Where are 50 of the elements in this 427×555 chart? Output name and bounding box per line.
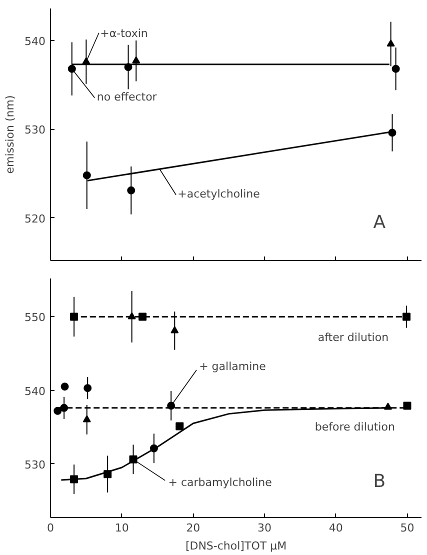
y-tick-label: 530 xyxy=(24,458,46,472)
annotation: no effector xyxy=(96,90,158,104)
point xyxy=(388,128,396,137)
point xyxy=(386,39,395,47)
annotation: + carbamylcholine xyxy=(168,476,272,489)
y-tick-label: 550 xyxy=(24,311,46,324)
point xyxy=(70,312,78,321)
point xyxy=(403,402,412,410)
y-tick-label: 520 xyxy=(24,212,46,226)
point xyxy=(54,406,62,415)
point xyxy=(402,312,411,321)
point xyxy=(129,455,138,464)
annotation: +acetylcholine xyxy=(178,188,260,201)
point xyxy=(70,475,78,484)
point xyxy=(82,415,91,422)
point xyxy=(384,402,392,410)
point xyxy=(60,404,68,412)
point xyxy=(138,312,147,321)
annotation: before dilution xyxy=(314,420,395,434)
x-tick-label: 10 xyxy=(114,522,129,534)
point xyxy=(167,402,176,410)
point xyxy=(60,382,69,391)
annotation: +α-toxin xyxy=(100,27,148,40)
point xyxy=(68,64,76,73)
point xyxy=(82,57,90,64)
x-tick-label: 20 xyxy=(186,522,200,534)
annotation: B xyxy=(373,471,386,492)
point xyxy=(150,444,158,452)
point xyxy=(124,63,132,72)
point xyxy=(82,171,91,180)
point xyxy=(176,422,184,430)
x-tick-label: 50 xyxy=(400,522,414,534)
y-axis-title: emission (nm) xyxy=(4,95,17,174)
x-tick-label: 30 xyxy=(258,522,272,534)
x-tick-label: 0 xyxy=(47,522,54,534)
point xyxy=(84,384,92,392)
y-tick-label: 530 xyxy=(24,124,46,137)
point xyxy=(170,326,179,334)
y-tick-label: 540 xyxy=(24,34,46,48)
annotation: A xyxy=(373,212,386,234)
point xyxy=(128,312,136,320)
y-tick-label: 540 xyxy=(24,384,46,398)
x-axis-title: [DNS-chol]TOT μM xyxy=(185,540,287,552)
point xyxy=(127,186,136,194)
annotation: after dilution xyxy=(318,331,389,344)
x-tick-label: 40 xyxy=(328,522,343,534)
point xyxy=(132,56,140,64)
point xyxy=(392,64,400,73)
point xyxy=(104,470,112,478)
annotation: + gallamine xyxy=(199,360,266,374)
